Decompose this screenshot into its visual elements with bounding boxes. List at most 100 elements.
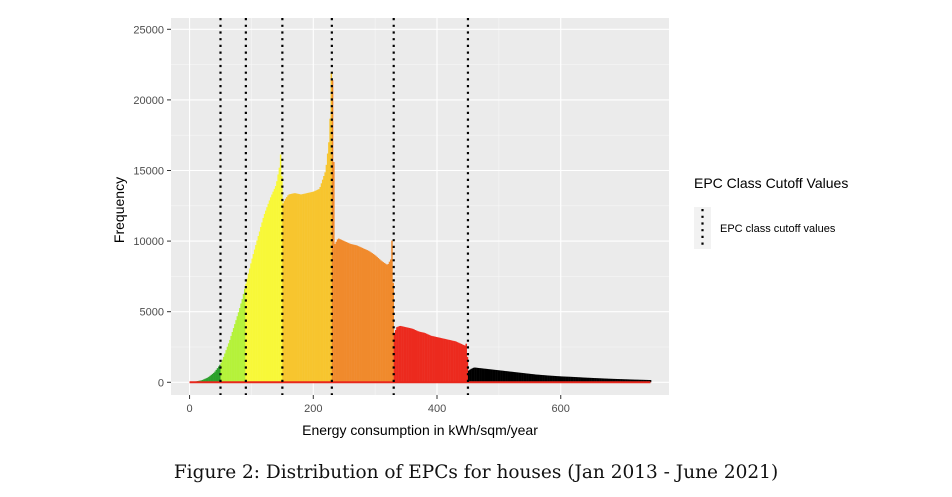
histogram-bar <box>592 378 595 383</box>
histogram-bar <box>636 379 638 383</box>
histogram-bar <box>615 378 617 383</box>
histogram-bar <box>518 372 521 383</box>
histogram-bar <box>438 337 440 383</box>
histogram-bar <box>232 328 235 383</box>
histogram-bar <box>399 325 402 383</box>
histogram-bar <box>318 189 320 383</box>
y-axis-ticks: 0 5000 10000 15000 20000 25000 <box>133 24 171 389</box>
histogram-bar <box>501 370 503 383</box>
histogram-bar <box>493 369 496 383</box>
histogram-bar <box>433 336 435 383</box>
histogram-bar <box>359 246 361 383</box>
histogram-bar <box>610 378 612 383</box>
histogram-bar <box>621 379 623 383</box>
histogram-bar <box>268 200 271 383</box>
histogram-bar <box>607 378 610 383</box>
histogram-bar <box>404 327 407 383</box>
histogram-bar <box>555 376 558 383</box>
histogram-bar <box>638 379 641 383</box>
histogram-bar <box>364 249 366 383</box>
y-tick-label: 20000 <box>133 95 164 107</box>
histogram-bar <box>229 339 231 383</box>
histogram-bar <box>496 370 498 383</box>
histogram-bars <box>189 73 652 383</box>
histogram-bar <box>261 222 263 383</box>
histogram-bar <box>461 344 464 383</box>
histogram-bar <box>500 370 502 383</box>
histogram-bar <box>522 373 524 383</box>
histogram-bar <box>613 378 616 383</box>
histogram-bar <box>338 238 340 383</box>
histogram-bar <box>341 240 344 383</box>
histogram-bar <box>543 375 545 383</box>
histogram-bar <box>513 372 516 383</box>
histogram-bar <box>480 368 482 383</box>
histogram-bar <box>298 194 300 383</box>
histogram-bar <box>430 335 433 383</box>
x-tick-label: 600 <box>552 403 570 415</box>
histogram-bar <box>569 376 571 383</box>
histogram-bar <box>377 258 380 383</box>
x-tick-label: 400 <box>428 403 446 415</box>
histogram-bar <box>248 268 251 383</box>
histogram-bar <box>371 253 373 383</box>
histogram-bar <box>370 252 372 383</box>
histogram-bar <box>512 371 514 383</box>
histogram-bar <box>443 338 445 383</box>
histogram-bar <box>553 375 555 383</box>
histogram-bar <box>454 341 456 383</box>
histogram-bar <box>514 372 517 383</box>
histogram-bar <box>412 328 414 383</box>
histogram-bar <box>378 259 381 383</box>
histogram-bar <box>584 377 586 383</box>
histogram-bar <box>448 339 450 383</box>
histogram-bar <box>475 367 477 383</box>
histogram-bar <box>620 379 622 383</box>
histogram-bar <box>455 341 458 383</box>
histogram-bar <box>441 338 444 383</box>
histogram-bar <box>262 217 265 383</box>
histogram-bar <box>427 334 429 383</box>
histogram-bar <box>406 327 408 383</box>
histogram-bar <box>561 376 564 383</box>
histogram-bar <box>575 377 578 383</box>
histogram-bar <box>331 80 334 383</box>
histogram-bar <box>591 377 594 383</box>
histogram-bar <box>612 378 615 383</box>
histogram-bar <box>597 378 600 383</box>
histogram-bar <box>548 375 550 383</box>
histogram-bar <box>305 193 308 383</box>
histogram-bar <box>535 374 538 383</box>
y-tick-label: 15000 <box>133 165 164 177</box>
histogram-bar <box>456 342 459 383</box>
histogram-bar <box>425 333 428 383</box>
histogram-bar <box>616 379 618 383</box>
histogram-bar <box>279 154 282 383</box>
histogram-bar <box>492 369 495 383</box>
histogram-bar <box>628 379 631 383</box>
histogram-bar <box>277 174 279 383</box>
histogram-bar <box>409 328 412 383</box>
histogram-bar <box>528 373 531 383</box>
histogram-bar <box>368 251 371 383</box>
histogram-bar <box>246 278 248 383</box>
histogram-bar <box>241 298 244 383</box>
histogram-bar <box>251 258 253 383</box>
histogram-bar <box>286 197 288 383</box>
x-tick-label: 200 <box>304 403 322 415</box>
y-tick-label: 10000 <box>133 236 164 248</box>
histogram-bar <box>255 245 257 383</box>
histogram-bar <box>352 244 355 383</box>
histogram-bar <box>565 376 568 383</box>
histogram-bar <box>205 378 208 383</box>
histogram-bar <box>523 373 526 383</box>
histogram-bar <box>351 244 354 383</box>
histogram-bar <box>573 376 575 383</box>
histogram-bar <box>258 231 261 383</box>
histogram-bar <box>627 379 630 383</box>
histogram-bar <box>570 376 573 383</box>
histogram-bar <box>521 372 523 383</box>
histogram-bar <box>637 379 639 383</box>
histogram-bar <box>596 378 599 383</box>
